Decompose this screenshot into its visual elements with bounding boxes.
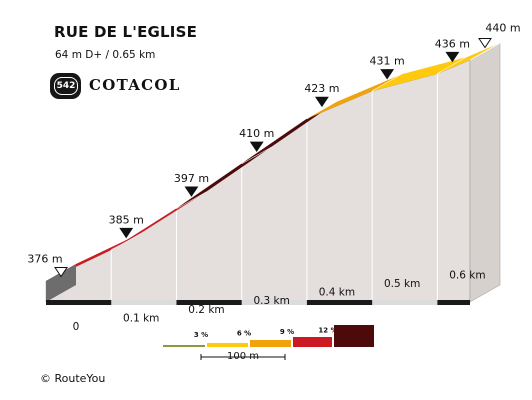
gradient-segment <box>372 56 468 92</box>
altitude-marker <box>445 51 460 63</box>
legend-gradient-label: 12 % <box>318 327 337 335</box>
gradient-segment <box>176 146 272 209</box>
x-tick-label: 0.6 km <box>449 269 485 281</box>
legend-scale-label: 100 m <box>227 351 259 362</box>
profile-start-face <box>46 264 76 302</box>
altitude-marker <box>184 186 199 197</box>
legend-swatch <box>334 325 374 347</box>
altitude-marker <box>380 69 395 80</box>
altitude-marker <box>314 96 329 108</box>
x-tick-label: 0.5 km <box>384 278 420 290</box>
gradient-segment <box>241 101 337 164</box>
legend-swatch <box>207 343 248 347</box>
profile-end-face <box>469 42 501 303</box>
baseline-stripe <box>111 300 177 305</box>
climb-stats: 64 m D+ / 0.65 km <box>55 49 156 61</box>
altitude-label: 423 m <box>304 82 339 95</box>
legend-gradient-label: 9 % <box>280 328 294 336</box>
altitude-marker <box>249 141 264 152</box>
baseline-stripe <box>241 300 307 305</box>
altitude-label: 436 m <box>435 37 470 50</box>
altitude-label: 431 m <box>370 55 405 68</box>
altitude-marker <box>119 227 134 239</box>
cotacol-number: 542 <box>54 77 78 95</box>
x-tick-label: 0.4 km <box>319 287 355 299</box>
altitude-label: 410 m <box>239 127 274 140</box>
gradient-segment <box>437 43 500 74</box>
legend-swatch <box>163 345 205 347</box>
segment-divider <box>469 42 501 61</box>
x-tick-label: 0.1 km <box>123 312 159 324</box>
climb-title: RUE DE L'EGLISE <box>54 23 198 41</box>
x-tick-label: 0.2 km <box>188 304 224 316</box>
cotacol-brand: COTACOL <box>89 76 181 94</box>
cotacol-badge: 542 <box>50 73 81 99</box>
gradient-segment <box>111 191 207 250</box>
legend-gradient-label: 6 % <box>237 330 251 338</box>
copyright-text: © RouteYou <box>40 372 106 385</box>
altitude-label: 440 m <box>485 22 520 35</box>
x-tick-label: 0.3 km <box>254 295 290 307</box>
gradient-segment <box>306 74 403 119</box>
legend-gradient-label: 3 % <box>194 331 208 339</box>
altitude-label: 397 m <box>174 172 209 185</box>
altitude-label: 385 m <box>109 213 144 226</box>
baseline-stripe <box>372 300 438 305</box>
profile-body <box>45 59 471 303</box>
altitude-label: 376 m <box>27 253 62 266</box>
legend-swatch <box>293 337 332 347</box>
altitude-marker <box>54 267 68 278</box>
altitude-marker <box>478 38 492 49</box>
legend-swatch <box>250 340 291 347</box>
x-tick-label: 0 <box>73 321 80 333</box>
